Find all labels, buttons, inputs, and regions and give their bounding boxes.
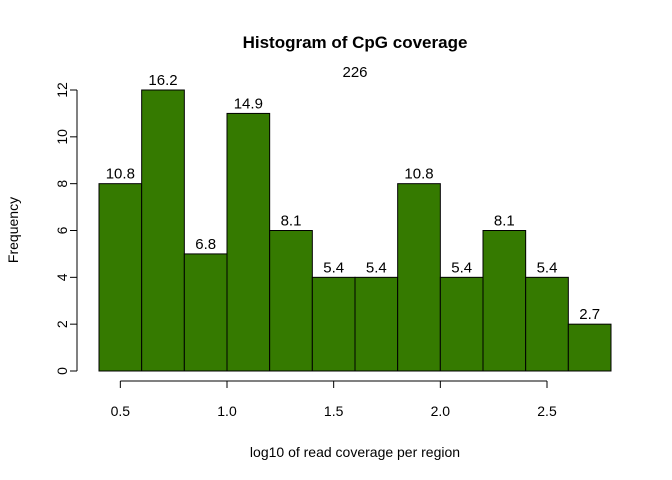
histogram-bar — [525, 276, 569, 372]
bars-group — [98, 89, 612, 372]
chart-title: Histogram of CpG coverage — [243, 33, 468, 52]
histogram-bar — [141, 89, 185, 372]
histogram-bar — [439, 276, 484, 372]
bar-value-label: 2.7 — [579, 306, 600, 323]
histogram-bar — [567, 323, 612, 372]
y-tick-label: 10 — [54, 129, 70, 145]
histogram-bar — [269, 230, 313, 372]
bar-value-label: 14.9 — [234, 95, 263, 112]
histogram-bar — [482, 230, 527, 372]
y-axis-label: Frequency — [5, 197, 21, 263]
bar-value-label: 8.1 — [281, 213, 302, 230]
bar-value-label: 5.4 — [537, 259, 558, 276]
histogram-bar — [98, 183, 143, 372]
histogram-bar — [397, 183, 441, 372]
bar-value-label: 8.1 — [494, 213, 515, 230]
x-axis-label: log10 of read coverage per region — [250, 444, 460, 460]
x-tick-label: 0.5 — [111, 403, 131, 419]
data-labels-group: 10.8 16.2 6.8 14.9 8.1 5.4 5.4 10.8 5.4 8.1 5.4 2.7 — [106, 72, 600, 323]
bar-value-label: 5.4 — [451, 259, 472, 276]
y-tick-label: 4 — [54, 273, 70, 281]
x-tick-label: 1.0 — [217, 403, 237, 419]
bar-value-label: 5.4 — [366, 259, 387, 276]
bar-value-label: 6.8 — [195, 236, 216, 253]
y-tick-label: 6 — [54, 226, 70, 234]
x-tick-label: 2.5 — [537, 403, 557, 419]
x-axis: 0.5 1.0 1.5 2.0 2.5 — [111, 380, 557, 419]
histogram-bar — [226, 112, 271, 372]
bar-value-label: 16.2 — [148, 72, 177, 89]
x-tick-label: 2.0 — [431, 403, 451, 419]
y-tick-label: 0 — [54, 367, 70, 375]
y-tick-label: 8 — [54, 180, 70, 188]
bar-value-label: 10.8 — [404, 166, 433, 183]
y-tick-label: 2 — [54, 320, 70, 328]
y-tick-label: 12 — [54, 82, 70, 98]
histogram-bar — [311, 276, 356, 372]
chart-subtitle: 226 — [342, 64, 367, 81]
x-tick-label: 1.5 — [324, 403, 344, 419]
histogram-bar — [354, 276, 399, 372]
y-axis: 0 2 4 6 8 10 12 — [54, 82, 78, 375]
bar-value-label: 5.4 — [323, 259, 344, 276]
bar-value-label: 10.8 — [106, 166, 135, 183]
histogram-bar — [183, 253, 228, 372]
